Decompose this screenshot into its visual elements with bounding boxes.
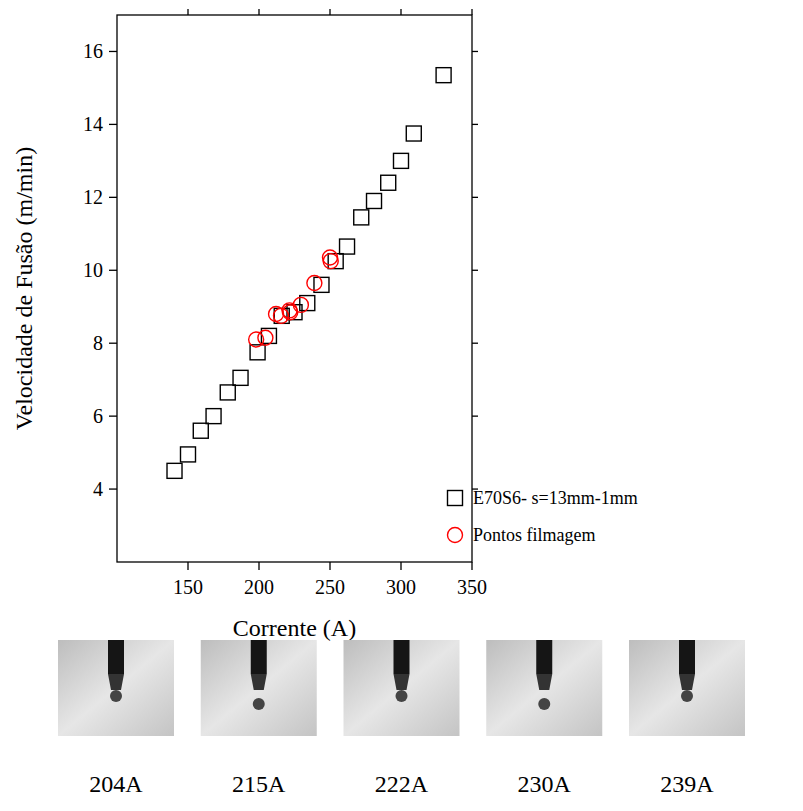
data-point xyxy=(307,276,322,291)
data-point xyxy=(381,175,396,190)
frame-image xyxy=(201,640,317,736)
droplet xyxy=(253,698,265,710)
data-point xyxy=(220,385,235,400)
x-tick-label: 200 xyxy=(244,576,274,598)
x-tick xyxy=(400,562,401,570)
y-tick xyxy=(109,343,117,344)
data-point xyxy=(283,305,298,320)
y-tick-label: 16 xyxy=(83,40,103,62)
y-tick-label: 6 xyxy=(93,405,103,427)
droplet xyxy=(110,690,122,702)
data-point xyxy=(274,308,289,323)
y-tick xyxy=(109,197,117,198)
y-tick-label: 8 xyxy=(93,332,103,354)
film-frame xyxy=(486,640,602,736)
y-tick-label: 4 xyxy=(93,478,103,500)
wire-tip xyxy=(394,674,410,690)
y-tick-label: 10 xyxy=(83,259,103,281)
data-point xyxy=(206,409,221,424)
data-point xyxy=(181,447,196,462)
y-axis-title: Velocidade de Fusão (m/min) xyxy=(11,147,37,430)
y-tick-right xyxy=(472,124,478,125)
y-tick-right xyxy=(472,343,478,344)
frame-label: 215A xyxy=(232,771,286,797)
x-tick xyxy=(258,562,259,570)
y-tick xyxy=(109,415,117,416)
y-tick-right xyxy=(472,197,478,198)
legend-marker xyxy=(448,528,463,543)
x-tick xyxy=(329,562,330,570)
frame-image xyxy=(58,640,174,736)
wire-tip xyxy=(108,674,124,690)
data-point xyxy=(340,239,355,254)
frame-image xyxy=(629,640,745,736)
marks xyxy=(167,68,451,479)
y-tick xyxy=(109,124,117,125)
droplet xyxy=(396,690,408,702)
y-tick-right xyxy=(472,270,478,271)
legend-label: E70S6- s=13mm-1mm xyxy=(473,488,638,508)
x-tick-label: 350 xyxy=(457,576,487,598)
x-tick-top xyxy=(258,9,259,15)
film-frame xyxy=(629,640,745,736)
x-tick-top xyxy=(187,9,188,15)
frame-image xyxy=(344,640,460,736)
data-point xyxy=(367,193,382,208)
y-tick xyxy=(109,51,117,52)
legend: E70S6- s=13mm-1mm Pontos filmagem xyxy=(448,488,638,545)
droplet xyxy=(681,690,693,702)
data-point xyxy=(193,423,208,438)
electrode xyxy=(251,640,267,674)
x-tick-top xyxy=(400,9,401,15)
frame-label: 204A xyxy=(89,771,143,797)
x-tick xyxy=(187,562,188,570)
figure: 150 200 250 300 350 4 6 8 10 12 14 16 Corrente (A) Ve… xyxy=(0,0,803,811)
x-tick-label: 250 xyxy=(315,576,345,598)
data-point xyxy=(258,330,273,345)
data-point xyxy=(167,463,182,478)
x-tick-label: 150 xyxy=(173,576,203,598)
electrode xyxy=(394,640,410,674)
y-tick-label: 14 xyxy=(83,113,103,135)
film-frame xyxy=(58,640,174,736)
x-tick-top xyxy=(329,9,330,15)
data-point xyxy=(406,126,421,141)
wire-tip xyxy=(679,674,695,690)
x-axis-title: Corrente (A) xyxy=(233,615,356,641)
frame-label: 239A xyxy=(660,771,714,797)
frame-label: 230A xyxy=(518,771,572,797)
data-point xyxy=(354,210,369,225)
data-point xyxy=(293,297,308,312)
x-tick-label: 300 xyxy=(386,576,416,598)
legend-marker xyxy=(448,491,463,506)
film-frame xyxy=(201,640,317,736)
droplet xyxy=(538,698,550,710)
electrode xyxy=(536,640,552,674)
y-tick-label: 12 xyxy=(83,186,103,208)
data-point xyxy=(394,153,409,168)
frame-label: 222A xyxy=(375,771,429,797)
x-tick-top xyxy=(471,9,472,15)
y-tick xyxy=(109,488,117,489)
data-point xyxy=(436,68,451,83)
wire-tip xyxy=(251,674,267,690)
legend-label: Pontos filmagem xyxy=(473,525,596,545)
frame-image xyxy=(486,640,602,736)
electrode xyxy=(679,640,695,674)
film-frame xyxy=(344,640,460,736)
wire-tip xyxy=(536,674,552,690)
y-tick-right xyxy=(472,51,478,52)
electrode xyxy=(108,640,124,674)
y-tick xyxy=(109,270,117,271)
y-tick-right xyxy=(472,415,478,416)
data-point xyxy=(233,370,248,385)
data-point xyxy=(323,254,338,269)
x-tick xyxy=(471,562,472,570)
plot-frame xyxy=(117,15,472,562)
